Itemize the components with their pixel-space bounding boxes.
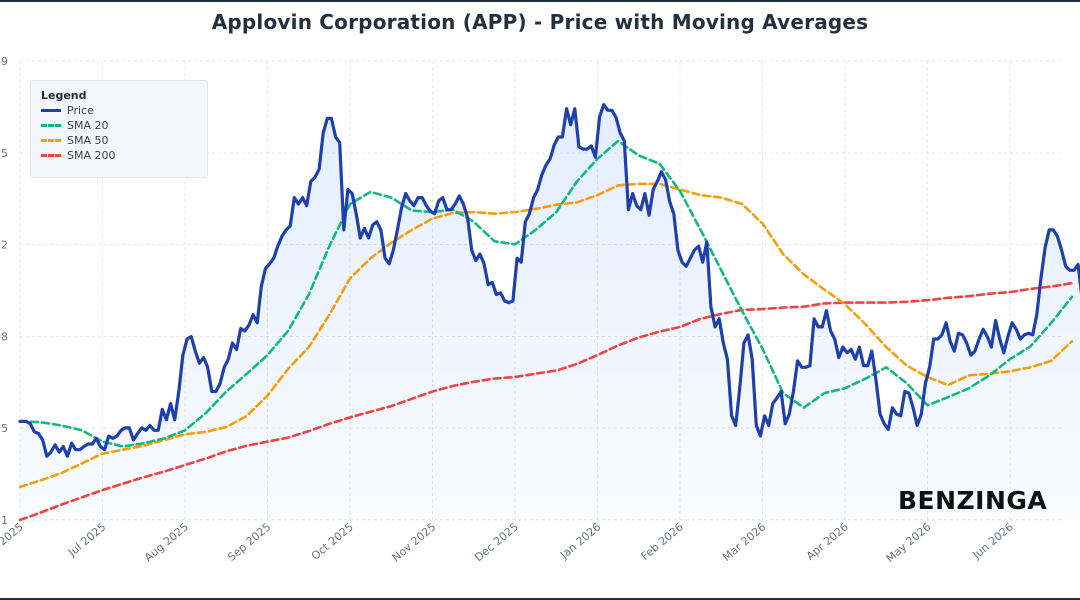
legend-item-price: Price [41, 103, 197, 118]
x-tick-label: Jan 2026 [557, 520, 603, 562]
x-tick-label: Jul 2025 [65, 520, 108, 559]
benzinga-logo: BENZINGA [898, 486, 1048, 515]
price-area [20, 104, 1080, 520]
legend-title: Legend [41, 89, 87, 102]
legend: Legend Price SMA 20 SMA 50 SMA 200 [30, 80, 208, 178]
legend-swatch-sma200 [41, 154, 61, 157]
y-tick-label: 508 [0, 331, 8, 344]
legend-item-sma200: SMA 200 [41, 148, 197, 163]
legend-item-sma50: SMA 50 [41, 133, 197, 148]
sma-200-line [18, 281, 1074, 522]
x-tick-label: Jun 2026 [970, 520, 1016, 562]
y-tick-label: 622 [0, 238, 8, 251]
sma-50-line [18, 182, 1074, 489]
x-tick-label: Mar 2026 [720, 520, 768, 564]
legend-swatch-sma50 [41, 139, 61, 142]
x-tick-label: Aug 2025 [142, 520, 191, 564]
x-tick-label: Dec 2025 [472, 520, 521, 564]
legend-label: SMA 20 [67, 119, 109, 132]
x-tick-label: Oct 2025 [309, 520, 356, 562]
top-border [0, 0, 1080, 2]
legend-label: SMA 200 [67, 149, 116, 162]
legend-label: Price [67, 104, 94, 117]
y-tick-label: 735 [0, 147, 8, 160]
price-line [18, 103, 1080, 458]
x-tick-label: Sep 2025 [225, 520, 273, 564]
legend-item-sma20: SMA 20 [41, 118, 197, 133]
series-lines [18, 103, 1080, 522]
x-tick-label: Nov 2025 [389, 520, 438, 564]
y-axis-ticks: 281 395 508 622 735 849 [0, 55, 8, 527]
legend-label: SMA 50 [67, 134, 109, 147]
price-area-fill [20, 104, 1080, 520]
bottom-border [0, 598, 1080, 600]
x-tick-label: Apr 2026 [804, 520, 851, 562]
legend-swatch-price [41, 109, 61, 112]
chart-title: Applovin Corporation (APP) - Price with … [211, 10, 869, 34]
sma-20-line [18, 139, 1074, 448]
y-tick-label: 395 [0, 422, 8, 435]
y-tick-label: 281 [0, 514, 8, 527]
legend-swatch-sma20 [41, 124, 61, 127]
x-tick-label: May 2026 [884, 520, 934, 565]
x-tick-label: Feb 2026 [639, 520, 686, 563]
y-tick-label: 849 [0, 55, 8, 68]
